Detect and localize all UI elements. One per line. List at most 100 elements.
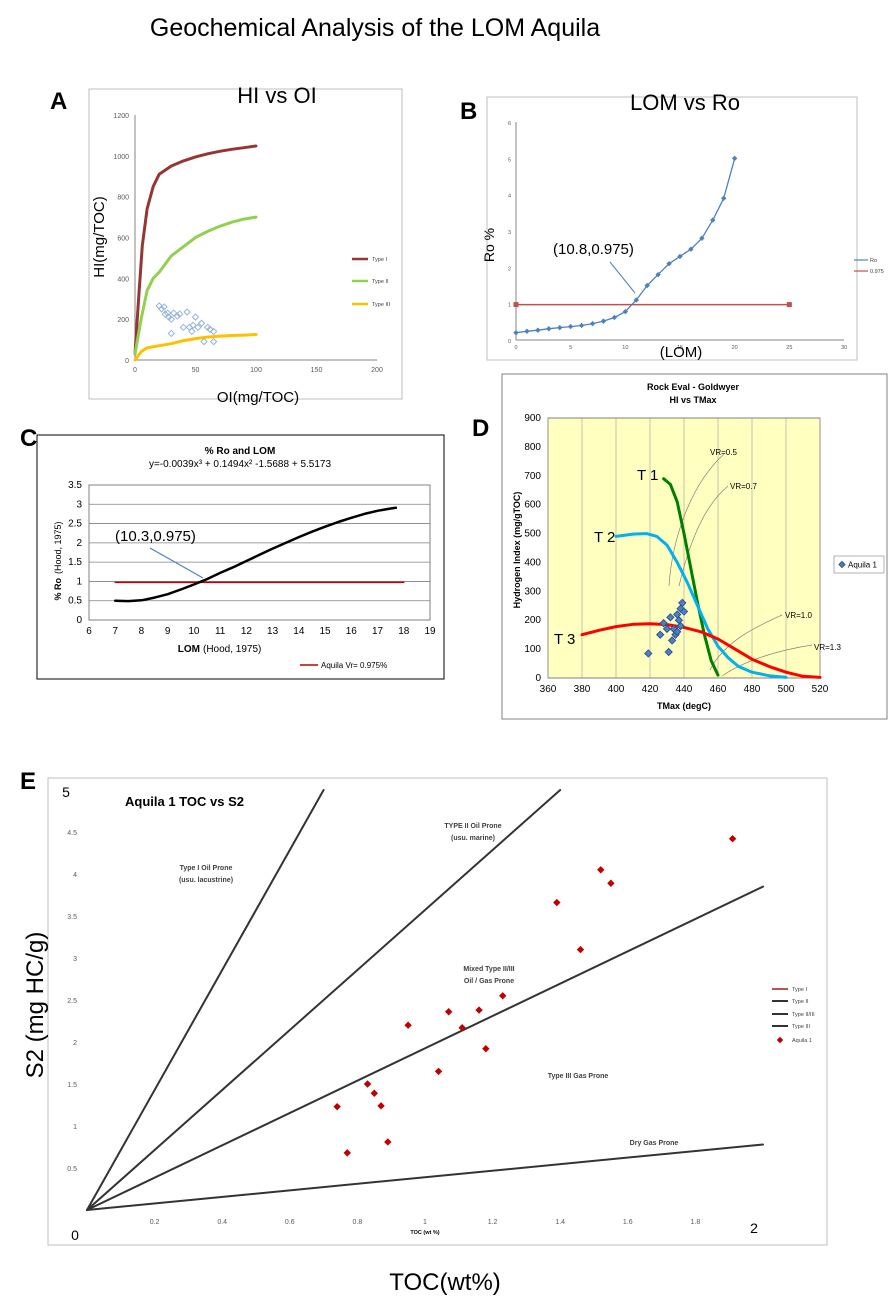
data-point bbox=[377, 1102, 385, 1110]
vr-guide-curve bbox=[721, 644, 813, 677]
data-point bbox=[343, 1149, 351, 1157]
panel-label-e: E bbox=[20, 768, 37, 795]
x-tick-label: 5 bbox=[569, 345, 572, 351]
curve-label-t1: T 1 bbox=[637, 467, 658, 484]
x-tick-label: 12 bbox=[241, 626, 253, 637]
x-tick-label: 200 bbox=[371, 367, 383, 374]
x-tick-label: 100 bbox=[250, 367, 262, 374]
data-point bbox=[667, 636, 677, 645]
data-point bbox=[666, 260, 672, 267]
data-point bbox=[611, 314, 618, 321]
data-point bbox=[607, 879, 615, 887]
data-point bbox=[678, 598, 687, 608]
legend-swatch bbox=[776, 1036, 784, 1044]
chart-b-xlabel: (LOM) bbox=[660, 344, 703, 361]
region-label: Oil / Gas Prone bbox=[464, 978, 514, 985]
y-tick-label: 0 bbox=[125, 358, 129, 365]
data-point bbox=[370, 1089, 379, 1097]
data-point bbox=[363, 1080, 372, 1088]
x-tick-label: 500 bbox=[778, 684, 795, 695]
x-tick-label: 360 bbox=[540, 684, 557, 695]
chart-e-frame bbox=[47, 777, 828, 1246]
y-tick-label: 1 bbox=[73, 1124, 77, 1131]
data-point bbox=[160, 303, 168, 311]
data-point bbox=[475, 1006, 483, 1014]
chart-c-ylabel-suffix: (Hood, 1975) bbox=[53, 521, 63, 574]
data-point bbox=[189, 321, 197, 329]
data-point bbox=[176, 310, 184, 318]
chart-b-title: LOM vs Ro bbox=[630, 90, 740, 115]
y-axis-end-label: 5 bbox=[62, 784, 70, 800]
data-point bbox=[499, 992, 507, 1000]
chart-d-xlabel: TMax (degC) bbox=[657, 701, 711, 711]
x-tick-label: 9 bbox=[165, 626, 171, 637]
data-point bbox=[404, 1021, 412, 1029]
data-point bbox=[644, 282, 650, 289]
data-point bbox=[676, 621, 685, 631]
region-label: Dry Gas Prone bbox=[630, 1140, 679, 1147]
page-title: Geochemical Analysis of the LOM Aquila bbox=[149, 14, 601, 42]
data-point bbox=[200, 337, 208, 346]
data-point bbox=[664, 647, 673, 657]
chart-a-title: HI vs OI bbox=[237, 83, 316, 108]
x-tick-label: 0.4 bbox=[217, 1219, 227, 1226]
y-tick-label: 1 bbox=[508, 303, 511, 309]
x-tick-label: 0 bbox=[133, 367, 137, 374]
data-point bbox=[157, 305, 166, 313]
data-point bbox=[786, 302, 792, 308]
panel-label-c: C bbox=[20, 425, 38, 452]
data-point bbox=[655, 630, 665, 639]
x-tick-label: 18 bbox=[398, 626, 410, 637]
legend-swatch bbox=[838, 560, 846, 569]
chart-e-outer-xlabel: TOC(wt%) bbox=[389, 1269, 501, 1296]
series-line-t-2 bbox=[614, 532, 788, 679]
chart-e-xlabel: TOC (wt %) bbox=[410, 1230, 439, 1236]
data-point bbox=[699, 235, 705, 241]
data-point bbox=[710, 217, 716, 223]
data-point bbox=[731, 155, 738, 162]
x-tick-label: 0 bbox=[514, 345, 517, 351]
data-point bbox=[191, 313, 200, 321]
y-tick-label: 3.5 bbox=[67, 914, 77, 921]
y-tick-label: 2.5 bbox=[67, 998, 77, 1005]
chart-b-ylabel: Ro % bbox=[481, 228, 497, 262]
data-point bbox=[578, 322, 585, 329]
x-tick-label: 7 bbox=[112, 626, 118, 637]
series-line-type-ii-iii bbox=[86, 885, 764, 1211]
data-point bbox=[209, 327, 218, 336]
y-tick-label: 800 bbox=[524, 442, 541, 453]
data-point bbox=[567, 323, 574, 330]
y-tick-label: 3 bbox=[73, 956, 77, 963]
series-line-type-iii bbox=[133, 333, 258, 362]
y-tick-label: 0 bbox=[508, 339, 511, 345]
x-tick-label: 1.4 bbox=[555, 1219, 565, 1226]
vr-guide-curve bbox=[668, 453, 725, 587]
y-tick-label: 400 bbox=[117, 276, 129, 283]
data-point bbox=[622, 308, 629, 315]
y-tick-label: 1200 bbox=[113, 113, 129, 120]
y-tick-label: 1.5 bbox=[68, 557, 82, 568]
x-tick-label: 400 bbox=[608, 684, 625, 695]
y-tick-label: 2 bbox=[508, 266, 511, 272]
data-point bbox=[524, 328, 530, 334]
data-point bbox=[513, 330, 519, 336]
y-tick-label: 0 bbox=[535, 673, 541, 684]
data-point bbox=[444, 1008, 453, 1016]
data-point bbox=[167, 329, 176, 338]
y-tick-label: 6 bbox=[508, 121, 511, 127]
x-tick-label: 50 bbox=[192, 367, 200, 374]
x-tick-label: 380 bbox=[574, 684, 591, 695]
chart-c-subtitle: y=-0.0039x³ + 0.1494x² -1.5688 + 5.5173 bbox=[149, 459, 332, 470]
y-tick-label: 700 bbox=[524, 471, 541, 482]
x-tick-label: 150 bbox=[311, 367, 323, 374]
legend-label: Ro bbox=[870, 258, 877, 264]
data-point bbox=[662, 624, 672, 634]
y-tick-label: 600 bbox=[117, 236, 129, 243]
x-tick-label: 17 bbox=[372, 626, 384, 637]
y-tick-label: 4.5 bbox=[67, 830, 77, 837]
data-point bbox=[659, 618, 668, 628]
legend-label: Aquila Vr= 0.975% bbox=[321, 661, 387, 670]
legend-label: Type III bbox=[372, 302, 391, 308]
x-tick-label: 11 bbox=[215, 626, 226, 637]
chart-a-ylabel: HI(mg/TOC) bbox=[91, 196, 108, 277]
